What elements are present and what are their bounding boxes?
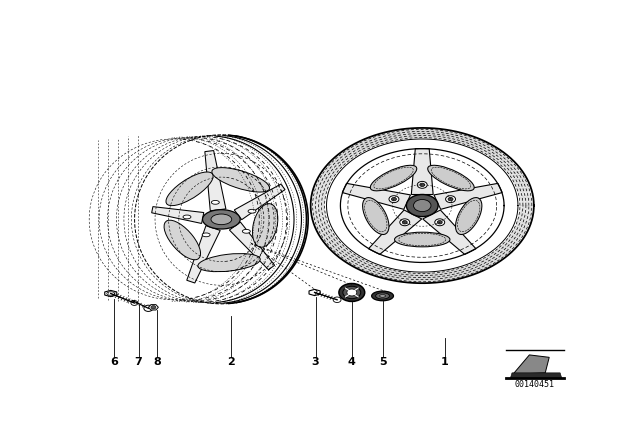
Polygon shape (187, 226, 220, 283)
Ellipse shape (202, 210, 240, 229)
Ellipse shape (166, 172, 213, 206)
Circle shape (435, 219, 445, 226)
Polygon shape (234, 184, 285, 220)
Circle shape (403, 220, 407, 224)
Text: 3: 3 (312, 358, 319, 367)
Ellipse shape (198, 254, 260, 271)
Circle shape (420, 183, 425, 186)
Polygon shape (105, 290, 116, 297)
Polygon shape (434, 183, 502, 209)
Circle shape (339, 284, 365, 302)
Ellipse shape (248, 209, 256, 213)
Circle shape (389, 196, 399, 202)
Ellipse shape (164, 220, 200, 260)
Text: 4: 4 (348, 358, 356, 367)
Ellipse shape (394, 232, 450, 247)
Ellipse shape (456, 198, 482, 234)
Ellipse shape (376, 293, 390, 299)
Polygon shape (423, 210, 476, 254)
Polygon shape (511, 373, 562, 378)
Ellipse shape (183, 215, 191, 219)
Circle shape (131, 301, 138, 306)
Text: 6: 6 (110, 358, 118, 367)
Polygon shape (369, 210, 422, 254)
Ellipse shape (212, 168, 269, 192)
Circle shape (400, 219, 410, 226)
Polygon shape (309, 289, 320, 296)
Polygon shape (148, 305, 158, 310)
Polygon shape (229, 222, 275, 270)
Circle shape (333, 297, 341, 302)
Ellipse shape (243, 229, 250, 233)
Polygon shape (513, 355, 549, 374)
Circle shape (448, 198, 453, 201)
Polygon shape (342, 183, 410, 209)
Circle shape (347, 289, 356, 296)
Ellipse shape (428, 165, 474, 191)
Text: 2: 2 (227, 358, 235, 367)
Text: 7: 7 (134, 358, 143, 367)
Ellipse shape (363, 198, 389, 234)
Circle shape (406, 194, 438, 216)
Text: 00140451: 00140451 (515, 380, 555, 389)
Polygon shape (152, 207, 204, 224)
Circle shape (392, 198, 396, 201)
Polygon shape (205, 151, 226, 211)
Ellipse shape (380, 294, 385, 297)
Circle shape (144, 305, 153, 311)
Text: 1: 1 (441, 358, 449, 367)
Circle shape (343, 286, 361, 299)
Circle shape (151, 306, 156, 309)
Ellipse shape (211, 214, 232, 224)
Ellipse shape (211, 200, 220, 204)
Circle shape (413, 199, 431, 211)
Text: 5: 5 (379, 358, 387, 367)
Ellipse shape (202, 233, 210, 237)
Ellipse shape (371, 165, 417, 191)
Circle shape (445, 196, 456, 202)
Circle shape (437, 220, 442, 224)
Circle shape (417, 181, 428, 188)
Text: 8: 8 (153, 358, 161, 367)
Polygon shape (412, 149, 433, 194)
Ellipse shape (372, 291, 394, 301)
Ellipse shape (253, 204, 278, 247)
